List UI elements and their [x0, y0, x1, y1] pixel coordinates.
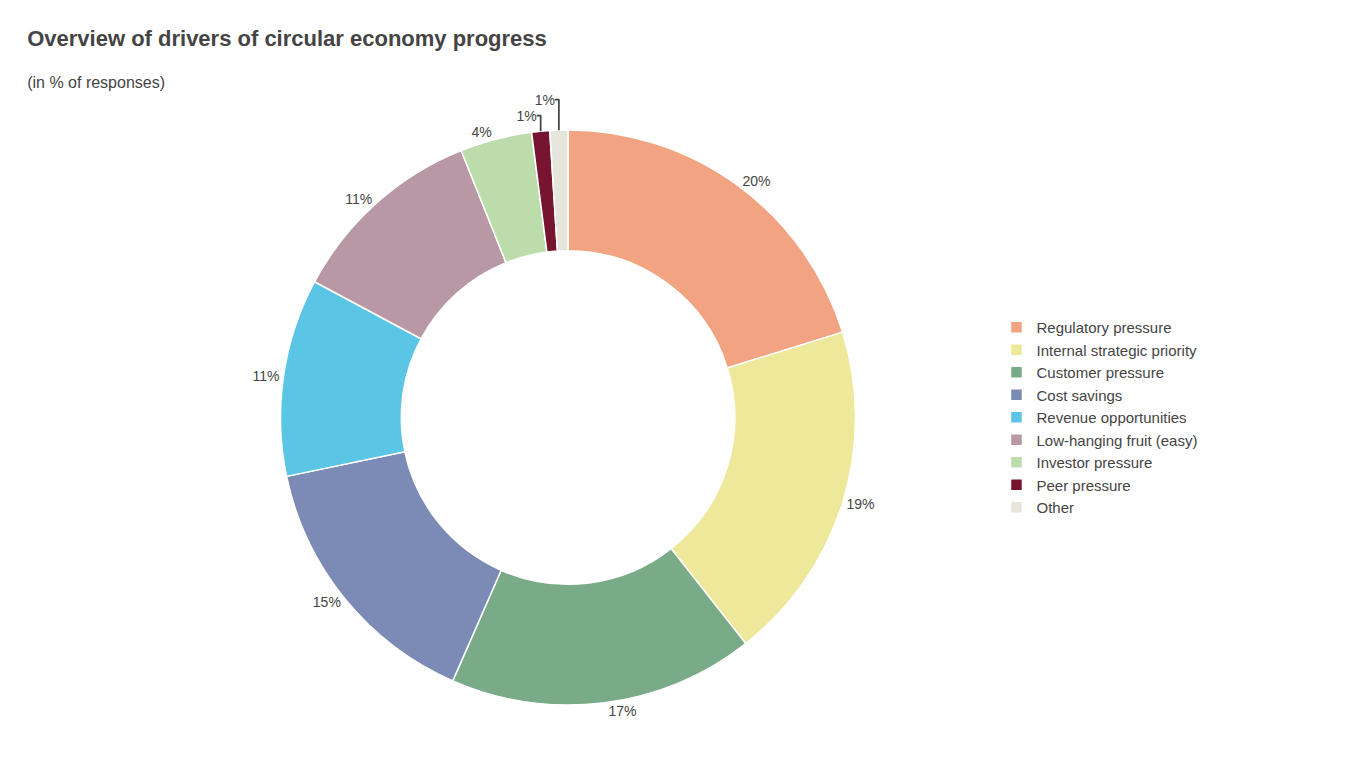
- svg-text:11%: 11%: [252, 368, 279, 384]
- svg-text:(in % of responses): (in % of responses): [27, 74, 165, 91]
- svg-text:15%: 15%: [313, 594, 341, 610]
- svg-text:1%: 1%: [516, 108, 536, 124]
- svg-text:Regulatory pressure: Regulatory pressure: [1036, 319, 1171, 336]
- svg-text:Overview of drivers of circula: Overview of drivers of circular economy …: [27, 26, 547, 51]
- svg-text:11%: 11%: [345, 191, 372, 207]
- svg-text:20%: 20%: [742, 173, 770, 189]
- svg-text:Other: Other: [1036, 499, 1074, 516]
- svg-text:Cost savings: Cost savings: [1036, 387, 1122, 404]
- svg-text:Investor pressure: Investor pressure: [1036, 454, 1152, 471]
- svg-text:Revenue opportunities: Revenue opportunities: [1036, 409, 1186, 426]
- svg-text:Peer pressure: Peer pressure: [1036, 477, 1130, 494]
- svg-text:Low-hanging fruit (easy): Low-hanging fruit (easy): [1036, 432, 1197, 449]
- svg-text:Customer pressure: Customer pressure: [1036, 364, 1164, 381]
- svg-text:17%: 17%: [608, 703, 636, 719]
- svg-text:4%: 4%: [472, 124, 492, 140]
- svg-text:19%: 19%: [847, 496, 875, 512]
- svg-text:1%: 1%: [535, 92, 555, 108]
- svg-text:Internal strategic priority: Internal strategic priority: [1036, 342, 1197, 359]
